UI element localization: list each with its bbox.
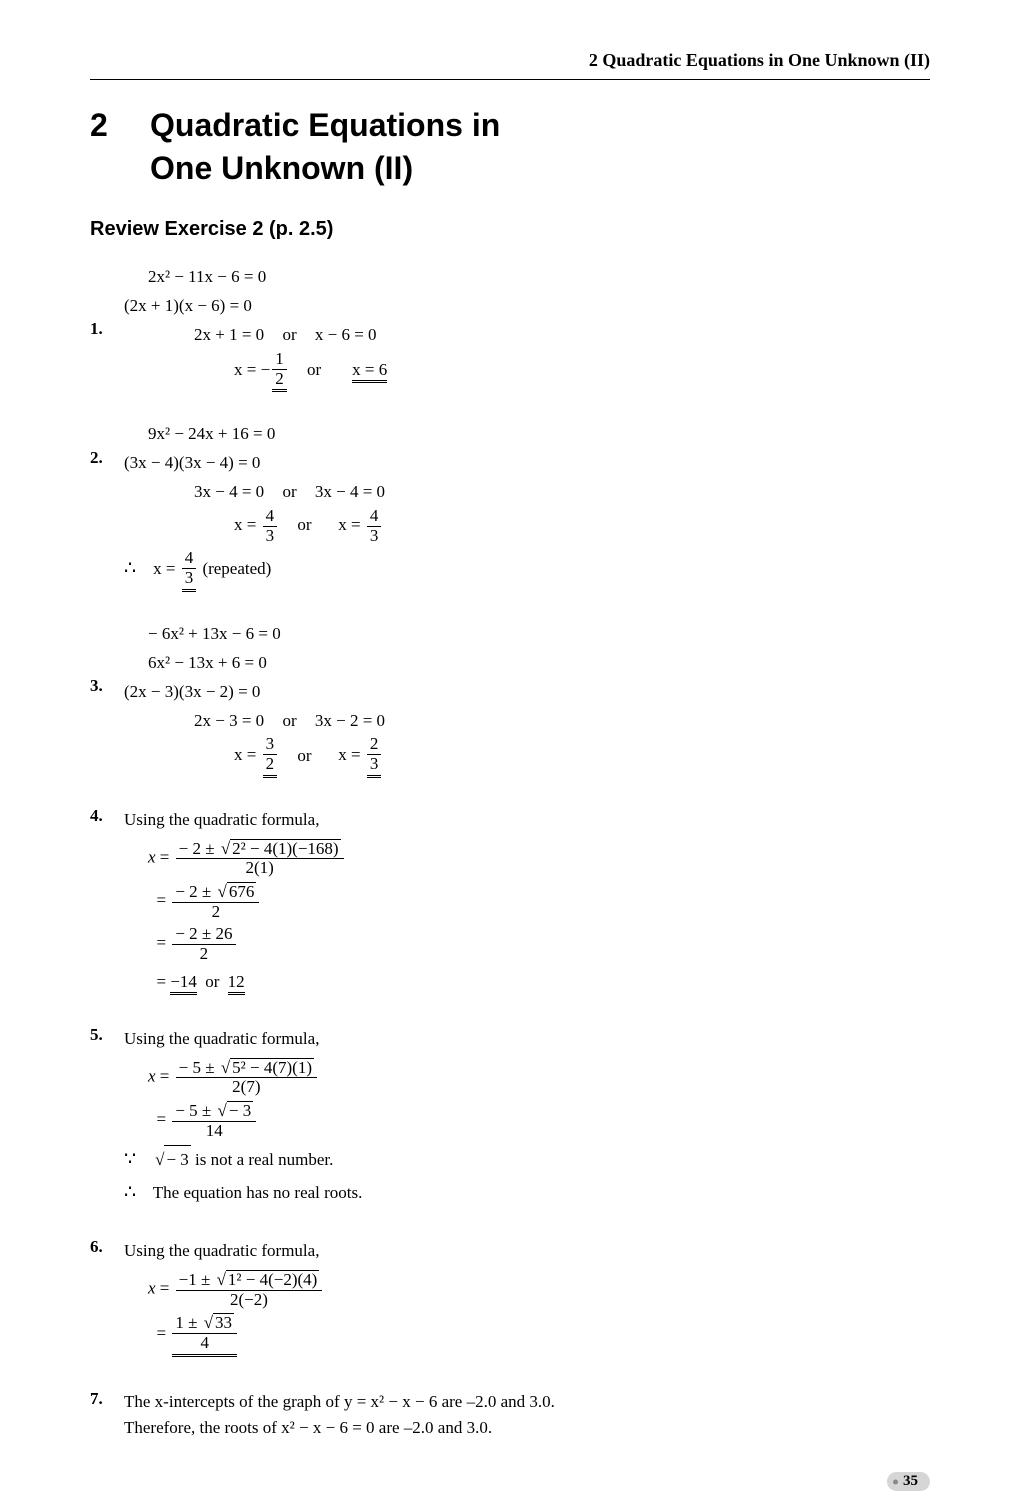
eq: − 6x² + 13x − 6 = 0	[124, 620, 385, 649]
therefore-symbol: ∴	[124, 1182, 136, 1203]
therefore-symbol: ∴	[124, 559, 136, 580]
radicand: 5² − 4(7)(1)	[230, 1058, 314, 1078]
numerator: 1	[272, 350, 287, 369]
eq-part: x =	[338, 515, 365, 534]
denominator: 2(−2)	[176, 1290, 323, 1310]
radicand: − 3	[164, 1145, 190, 1175]
section-title: Review Exercise 2 (p. 2.5)	[90, 218, 600, 241]
problem-number: 6.	[90, 1237, 124, 1257]
problem-number: 4.	[90, 806, 124, 826]
body-text: The x-intercepts of the graph of y = x² …	[124, 1389, 555, 1415]
note-text: is not a real number.	[191, 1150, 334, 1169]
eq: (2x + 1)(x − 6) = 0	[124, 292, 387, 321]
denominator: 3	[263, 526, 278, 546]
lead-text: Using the quadratic formula,	[124, 806, 346, 835]
or-label: or	[283, 742, 325, 771]
numerator: 4	[367, 507, 382, 526]
numerator: 4	[263, 507, 278, 526]
eq-part: x =	[153, 560, 180, 579]
denominator: 2	[172, 944, 235, 964]
eq: (3x − 4)(3x − 4) = 0	[124, 449, 385, 478]
problem-5: 5. Using the quadratic formula, x = − 5 …	[90, 1025, 600, 1209]
numerator: − 2 ± 26	[172, 925, 235, 944]
radicand: 1² − 4(−2)(4)	[226, 1270, 319, 1290]
eq-part: 3x − 2 = 0	[315, 711, 385, 730]
numerator-part: − 2 ±	[179, 839, 219, 858]
eq-part: 2x − 3 = 0	[194, 711, 264, 730]
eq-part: x = −	[234, 360, 270, 379]
eq: 2x² − 11x − 6 = 0	[124, 263, 387, 292]
answer: −14	[170, 972, 197, 995]
numerator: 3	[263, 735, 278, 754]
page-number-pill: 35	[887, 1472, 930, 1491]
denominator: 2(7)	[176, 1077, 317, 1097]
numerator-part: − 5 ±	[179, 1058, 219, 1077]
numerator-part: 1 ±	[175, 1313, 201, 1332]
problem-number: 2.	[90, 420, 124, 468]
or-label: or	[293, 356, 335, 385]
header-rule	[90, 79, 930, 80]
denominator: 4	[172, 1333, 237, 1353]
numerator: 2	[367, 735, 382, 754]
radicand: − 3	[227, 1101, 253, 1121]
eq-part: x =	[234, 515, 261, 534]
denominator: 3	[367, 526, 382, 546]
radicand: 33	[213, 1313, 234, 1333]
eq-part: 2x + 1 = 0	[194, 325, 264, 344]
chapter-number: 2	[90, 104, 150, 147]
answer: x = 6	[352, 360, 387, 383]
answer: 12	[228, 972, 245, 995]
denominator: 2(1)	[176, 858, 344, 878]
chapter-title-line1: Quadratic Equations in	[150, 107, 500, 143]
or-label: or	[201, 972, 223, 991]
problem-6: 6. Using the quadratic formula, x = −1 ±…	[90, 1237, 600, 1361]
denominator: 2	[263, 754, 278, 774]
running-header: 2 Quadratic Equations in One Unknown (II…	[90, 50, 930, 71]
eq-part: x =	[338, 746, 365, 765]
eq: 9x² − 24x + 16 = 0	[124, 420, 385, 449]
problem-number: 7.	[90, 1389, 124, 1409]
problem-7: 7. The x-intercepts of the graph of y = …	[90, 1389, 600, 1442]
or-label: or	[283, 511, 325, 540]
or-label: or	[268, 707, 310, 736]
problem-3: 3. − 6x² + 13x − 6 = 0 6x² − 13x + 6 = 0…	[90, 620, 600, 778]
numerator-part: −1 ±	[179, 1270, 215, 1289]
because-symbol: ∵	[124, 1149, 136, 1170]
numerator-part: − 5 ±	[175, 1101, 215, 1120]
repeated-label: (repeated)	[202, 560, 271, 579]
problem-2: 2. 9x² − 24x + 16 = 0 (3x − 4)(3x − 4) =…	[90, 420, 600, 591]
eq-part: 3x − 4 = 0	[194, 482, 264, 501]
denominator: 14	[172, 1121, 256, 1141]
eq-part: x − 6 = 0	[315, 325, 377, 344]
eq: 6x² − 13x + 6 = 0	[124, 649, 385, 678]
lead-text: Using the quadratic formula,	[124, 1025, 362, 1054]
problem-4: 4. Using the quadratic formula, x = − 2 …	[90, 806, 600, 997]
denominator: 2	[172, 902, 259, 922]
chapter-title-line2: One Unknown (II)	[150, 150, 413, 186]
eq-part: x =	[234, 746, 261, 765]
problem-number: 5.	[90, 1025, 124, 1045]
denominator: 3	[367, 754, 382, 774]
page-number: 35	[887, 1472, 930, 1491]
chapter-title: 2Quadratic Equations in One Unknown (II)	[90, 104, 600, 190]
numerator: 4	[182, 549, 197, 568]
eq: (2x − 3)(3x − 2) = 0	[124, 678, 385, 707]
numerator-part: − 2 ±	[175, 882, 215, 901]
note-text: The equation has no real roots.	[153, 1183, 363, 1202]
problem-1: 1. 2x² − 11x − 6 = 0 (2x + 1)(x − 6) = 0…	[90, 263, 600, 392]
radicand: 676	[227, 882, 257, 902]
body-text: Therefore, the roots of x² − x − 6 = 0 a…	[124, 1415, 555, 1441]
denominator: 3	[182, 568, 197, 588]
problem-number: 1.	[90, 263, 124, 339]
or-label: or	[268, 478, 310, 507]
eq-part: 3x − 4 = 0	[315, 482, 385, 501]
denominator: 2	[272, 369, 287, 389]
problem-number: 3.	[90, 620, 124, 696]
or-label: or	[268, 321, 310, 350]
lead-text: Using the quadratic formula,	[124, 1237, 324, 1266]
radicand: 2² − 4(1)(−168)	[230, 839, 340, 859]
